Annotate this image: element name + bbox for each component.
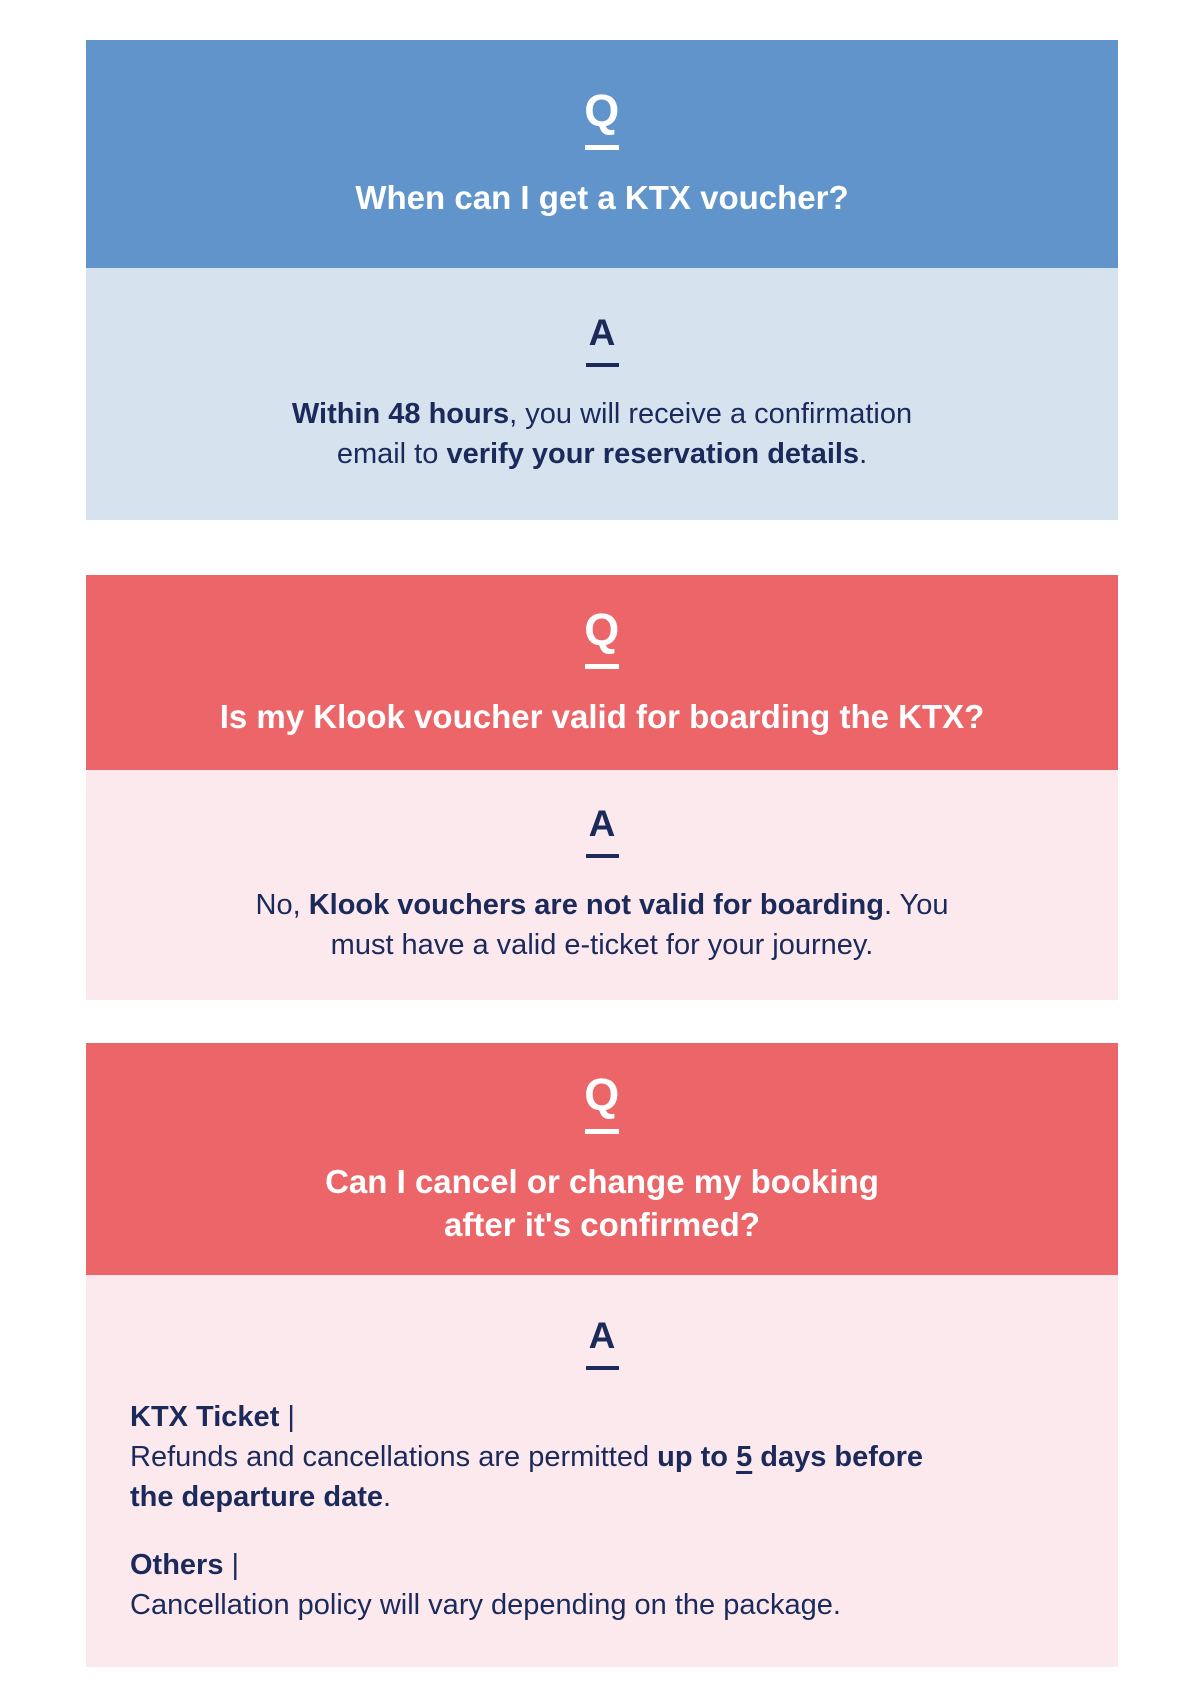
- question-line: after it's confirmed?: [444, 1205, 760, 1243]
- a-letter: A: [588, 1315, 616, 1356]
- question-text: When can I get a KTX voucher?: [355, 177, 848, 219]
- a-letter: A: [588, 803, 616, 844]
- answer-segment: the departure date: [130, 1481, 383, 1513]
- faq-card-stack: Q When can I get a KTX voucher? A Within…: [86, 40, 1118, 1667]
- question-header: Q When can I get a KTX voucher?: [86, 40, 1118, 268]
- answer-line: must have a valid e-ticket for your jour…: [256, 925, 949, 965]
- paragraph-label-separator: |: [279, 1401, 295, 1433]
- answer-line: Within 48 hours, you will receive a conf…: [292, 394, 912, 434]
- answer-body: A No, Klook vouchers are not valid for b…: [86, 770, 1118, 1000]
- question-text: Is my Klook voucher valid for boarding t…: [220, 696, 985, 738]
- answer-segment: . You: [883, 889, 949, 921]
- answer-paragraph-ktx-ticket: KTX Ticket | Refunds and cancellations a…: [130, 1397, 1074, 1517]
- answer-segment: up to: [657, 1441, 737, 1473]
- q-divider: [585, 1129, 619, 1135]
- answer-segment: No,: [255, 889, 309, 921]
- question-line: When can I get a KTX voucher?: [355, 179, 849, 217]
- answer-segment: Klook vouchers are not valid for boardin…: [308, 889, 884, 921]
- faq-card-voucher-boarding: Q Is my Klook voucher valid for boarding…: [86, 575, 1118, 1000]
- question-text: Can I cancel or change my booking after …: [325, 1161, 879, 1245]
- question-line: Is my Klook voucher valid for boarding t…: [219, 697, 985, 735]
- answer-paragraph-others: Others | Cancellation policy will vary d…: [130, 1545, 1074, 1625]
- paragraph-label: Others: [130, 1549, 224, 1581]
- q-letter: Q: [584, 603, 620, 655]
- answer-segment: Cancellation policy will vary depending …: [130, 1589, 841, 1621]
- q-divider: [585, 145, 619, 151]
- paragraph-label: KTX Ticket: [130, 1401, 280, 1433]
- a-divider: [585, 363, 619, 367]
- q-letter: Q: [584, 1069, 620, 1121]
- faq-card-ktx-voucher: Q When can I get a KTX voucher? A Within…: [86, 40, 1118, 520]
- answer-segment: verify your reservation details: [446, 438, 860, 470]
- a-divider: [585, 854, 619, 858]
- answer-line: No, Klook vouchers are not valid for boa…: [256, 885, 949, 925]
- answer-segment: Refunds and cancellations are permitted: [130, 1441, 658, 1473]
- a-divider: [585, 1366, 619, 1370]
- q-divider: [585, 663, 619, 669]
- answer-segment: email to: [336, 438, 447, 470]
- answer-segment: .: [859, 438, 868, 470]
- paragraph-label-separator: |: [223, 1549, 240, 1581]
- answer-segment: Within 48 hours: [291, 398, 510, 430]
- answer-paragraphs: KTX Ticket | Refunds and cancellations a…: [86, 1397, 1118, 1625]
- faq-card-cancel-change: Q Can I cancel or change my booking afte…: [86, 1043, 1118, 1667]
- question-line: Can I cancel or change my booking: [325, 1163, 879, 1201]
- answer-text: Within 48 hours, you will receive a conf…: [292, 394, 912, 474]
- answer-segment: , you will receive a confirmation: [509, 398, 913, 430]
- a-letter: A: [588, 312, 616, 353]
- q-letter: Q: [584, 85, 620, 137]
- answer-segment: days before: [752, 1441, 924, 1473]
- answer-body: A Within 48 hours, you will receive a co…: [86, 268, 1118, 520]
- question-header: Q Is my Klook voucher valid for boarding…: [86, 575, 1118, 770]
- question-header: Q Can I cancel or change my booking afte…: [86, 1043, 1118, 1275]
- answer-text: No, Klook vouchers are not valid for boa…: [256, 885, 949, 965]
- answer-body: A KTX Ticket | Refunds and cancellations…: [86, 1275, 1118, 1667]
- answer-line: email to verify your reservation details…: [292, 434, 912, 474]
- answer-segment: must have a valid e-ticket for your jour…: [330, 929, 874, 961]
- answer-segment: .: [383, 1481, 392, 1513]
- answer-segment-underlined: 5: [736, 1441, 753, 1473]
